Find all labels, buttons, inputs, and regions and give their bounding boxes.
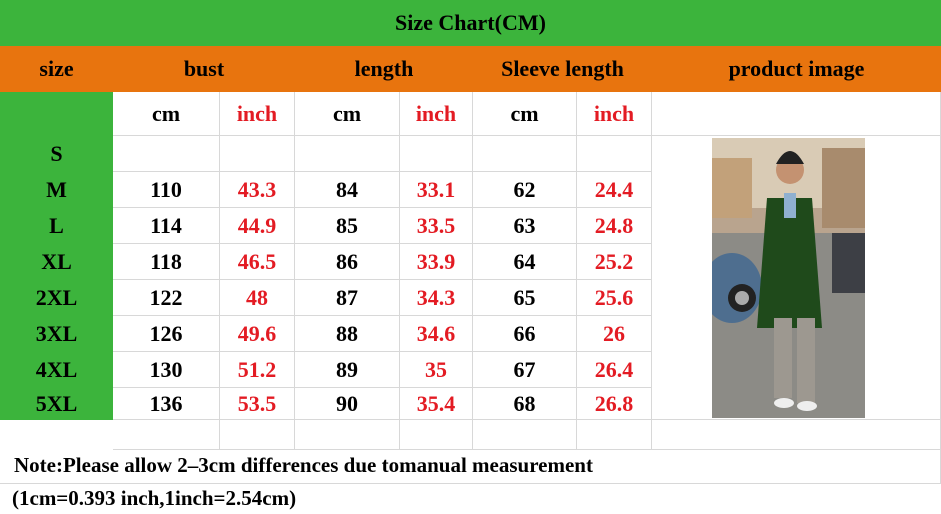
empty-cell xyxy=(295,420,400,450)
empty-cell xyxy=(220,136,295,172)
column-header: Sleeve length xyxy=(501,56,624,81)
unit-header: inch xyxy=(400,92,473,136)
size-label: M xyxy=(46,177,67,202)
header-band xyxy=(0,46,941,92)
cell: 44.9 xyxy=(220,208,295,244)
column-header: length xyxy=(354,56,414,81)
cell: 33.9 xyxy=(400,244,473,280)
cell: 24.4 xyxy=(577,172,652,208)
column-header: bust xyxy=(183,56,225,81)
cell: 53.5 xyxy=(220,388,295,420)
unit-header: cm xyxy=(113,92,220,136)
unit-header: inch xyxy=(220,92,295,136)
cell: 114 xyxy=(113,208,220,244)
note: (1cm=0.393 inch,1inch=2.54cm) xyxy=(12,486,297,510)
size-label: L xyxy=(49,213,64,238)
empty-cell xyxy=(113,420,220,450)
size-label: 3XL xyxy=(35,321,78,346)
column-header: product image xyxy=(728,56,865,81)
cell: 35.4 xyxy=(400,388,473,420)
note-row xyxy=(0,450,941,484)
cell: 34.6 xyxy=(400,316,473,352)
cell: 34.3 xyxy=(400,280,473,316)
unit-header: cm xyxy=(473,92,577,136)
size-label: 2XL xyxy=(35,285,78,310)
empty-cell xyxy=(473,420,577,450)
cell: 46.5 xyxy=(220,244,295,280)
cell: 65 xyxy=(473,280,577,316)
cell: 89 xyxy=(295,352,400,388)
cell: 67 xyxy=(473,352,577,388)
cell: 90 xyxy=(295,388,400,420)
unit-header: inch xyxy=(577,92,652,136)
cell: 33.1 xyxy=(400,172,473,208)
cell: 25.6 xyxy=(577,280,652,316)
cell: 136 xyxy=(113,388,220,420)
cell: 26.8 xyxy=(577,388,652,420)
empty-cell xyxy=(652,420,941,450)
cell: 87 xyxy=(295,280,400,316)
size-label: S xyxy=(50,141,63,166)
cell: 24.8 xyxy=(577,208,652,244)
cell: 43.3 xyxy=(220,172,295,208)
cell: 88 xyxy=(295,316,400,352)
empty-cell xyxy=(295,136,400,172)
cell: 118 xyxy=(113,244,220,280)
size-label: 4XL xyxy=(35,357,78,382)
product-image xyxy=(712,138,865,418)
cell: 63 xyxy=(473,208,577,244)
cell: 64 xyxy=(473,244,577,280)
title: Size Chart(CM) xyxy=(0,0,941,46)
cell: 49.6 xyxy=(220,316,295,352)
cell: 110 xyxy=(113,172,220,208)
column-header: size xyxy=(39,56,74,81)
empty-cell xyxy=(400,420,473,450)
cell: 130 xyxy=(113,352,220,388)
unit-header: cm xyxy=(295,92,400,136)
size-label: XL xyxy=(41,249,72,274)
unit-header xyxy=(652,92,941,136)
cell: 26 xyxy=(577,316,652,352)
size-band xyxy=(0,92,113,420)
cell: 25.2 xyxy=(577,244,652,280)
empty-cell xyxy=(113,136,220,172)
cell: 84 xyxy=(295,172,400,208)
cell: 48 xyxy=(220,280,295,316)
empty-cell xyxy=(220,420,295,450)
cell: 51.2 xyxy=(220,352,295,388)
image-cell xyxy=(652,136,941,420)
empty-cell xyxy=(577,136,652,172)
note: Note:Please allow 2–3cm differences due … xyxy=(14,453,593,477)
cell: 26.4 xyxy=(577,352,652,388)
cell: 62 xyxy=(473,172,577,208)
cell: 66 xyxy=(473,316,577,352)
cell: 68 xyxy=(473,388,577,420)
cell: 122 xyxy=(113,280,220,316)
cell: 126 xyxy=(113,316,220,352)
empty-cell xyxy=(473,136,577,172)
cell: 86 xyxy=(295,244,400,280)
cell: 85 xyxy=(295,208,400,244)
empty-cell xyxy=(577,420,652,450)
cell: 35 xyxy=(400,352,473,388)
empty-cell xyxy=(400,136,473,172)
cell: 33.5 xyxy=(400,208,473,244)
size-label: 5XL xyxy=(35,391,78,416)
